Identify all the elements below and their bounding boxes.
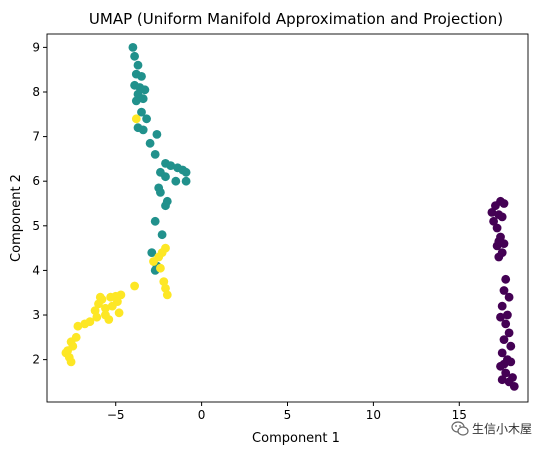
scatter-point-s2-8 bbox=[162, 290, 172, 300]
x-tick-label-0: −5 bbox=[107, 408, 125, 422]
y-tick-label-0: 2 bbox=[32, 353, 40, 367]
scatter-point-s2-0 bbox=[131, 114, 141, 124]
scatter-point-s0-26 bbox=[506, 357, 516, 367]
scatter-point-s2-21 bbox=[104, 315, 114, 324]
scatter-point-s1-7 bbox=[140, 85, 150, 95]
scatter-point-s0-16 bbox=[497, 301, 507, 311]
scatter-point-s0-5 bbox=[489, 216, 498, 226]
scatter-point-s0-21 bbox=[499, 335, 509, 344]
scatter-point-s0-22 bbox=[506, 341, 516, 351]
scatter-point-s2-6 bbox=[159, 277, 169, 286]
scatter-point-s2-9 bbox=[130, 281, 140, 291]
scatter-point-s1-17 bbox=[150, 150, 160, 159]
scatter-point-s0-19 bbox=[501, 319, 511, 329]
scatter-point-s2-17 bbox=[90, 306, 100, 315]
scatter-point-s2-18 bbox=[114, 308, 124, 318]
scatter-point-s0-28 bbox=[501, 368, 511, 378]
scatter-point-s0-14 bbox=[499, 286, 509, 295]
scatter-point-s2-12 bbox=[106, 292, 115, 302]
y-tick-label-7: 9 bbox=[32, 40, 40, 54]
wechat-icon bbox=[451, 421, 469, 436]
scatter-point-s1-22 bbox=[181, 167, 191, 177]
scatter-point-s0-0 bbox=[487, 208, 497, 217]
scatter-point-s0-32 bbox=[504, 377, 514, 387]
scatter-point-s1-2 bbox=[133, 60, 143, 70]
x-tick-label-1: 0 bbox=[198, 408, 206, 422]
scatter-point-s1-19 bbox=[166, 161, 176, 171]
plot-frame bbox=[46, 33, 529, 403]
y-tick-label-5: 7 bbox=[32, 130, 40, 144]
y-tick-label-1: 3 bbox=[32, 308, 40, 322]
scatter-point-s2-33 bbox=[94, 299, 103, 309]
scatter-point-s0-33 bbox=[494, 237, 504, 246]
scatter-point-s1-32 bbox=[157, 230, 167, 240]
scatter-point-s0-17 bbox=[503, 310, 512, 320]
scatter-point-s0-6 bbox=[497, 212, 507, 222]
scatter-point-s0-7 bbox=[492, 223, 502, 233]
scatter-point-s2-16 bbox=[101, 303, 110, 313]
x-axis-label: Component 1 bbox=[252, 431, 340, 446]
scatter-point-s0-18 bbox=[496, 312, 505, 322]
y-tick-label-2: 4 bbox=[32, 263, 40, 277]
scatter-point-s1-33 bbox=[147, 248, 157, 257]
x-tick-label-4: 15 bbox=[452, 408, 467, 422]
scatter-point-s2-4 bbox=[149, 257, 158, 266]
scatter-point-s1-12 bbox=[142, 114, 152, 124]
y-tick-label-4: 6 bbox=[32, 174, 40, 188]
y-axis-ticks: 2 3 4 5 6 7 8 9 bbox=[32, 40, 47, 367]
x-axis-ticks: −5 0 5 10 15 bbox=[107, 402, 467, 422]
scatter-point-s1-11 bbox=[137, 107, 146, 117]
x-tick-label-2: 5 bbox=[284, 408, 292, 422]
scatter-point-s0-15 bbox=[504, 292, 514, 302]
x-tick-label-3: 10 bbox=[366, 408, 381, 422]
scatter-point-s1-1 bbox=[130, 51, 140, 61]
scatter-point-s1-30 bbox=[161, 201, 170, 211]
scatter-point-s0-13 bbox=[501, 274, 511, 284]
scatter-points bbox=[61, 43, 519, 391]
scatter-point-s1-10 bbox=[131, 96, 141, 106]
scatter-point-s2-24 bbox=[73, 321, 83, 331]
y-tick-label-6: 8 bbox=[32, 85, 40, 99]
scatter-point-s2-20 bbox=[92, 312, 102, 322]
scatter-point-s1-25 bbox=[181, 176, 191, 186]
scatter-point-s1-31 bbox=[150, 216, 160, 226]
scatter-point-s1-14 bbox=[138, 125, 148, 135]
scatter-point-s1-26 bbox=[171, 176, 181, 186]
watermark-text: 生信小木屋 bbox=[472, 422, 532, 436]
y-tick-label-3: 5 bbox=[32, 219, 40, 233]
scatter-point-s0-12 bbox=[494, 252, 504, 262]
scatter-point-s0-3 bbox=[499, 199, 509, 208]
scatter-point-s1-0 bbox=[128, 43, 138, 52]
y-axis-label: Component 2 bbox=[9, 174, 24, 262]
watermark: 生信小木屋 bbox=[451, 421, 532, 436]
scatter-point-s1-28 bbox=[156, 188, 165, 197]
scatter-point-s2-32 bbox=[95, 292, 105, 302]
scatter-point-s1-15 bbox=[152, 130, 162, 139]
scatter-point-s1-9 bbox=[138, 94, 148, 104]
scatter-point-s2-31 bbox=[66, 357, 76, 367]
scatter-point-s1-16 bbox=[145, 138, 155, 148]
scatter-point-s1-24 bbox=[161, 172, 170, 182]
scatter-point-s2-15 bbox=[107, 301, 117, 311]
scatter-point-s0-27 bbox=[496, 361, 505, 371]
chart-title: UMAP (Uniform Manifold Approximation and… bbox=[89, 10, 503, 28]
scatter-point-s2-7 bbox=[161, 283, 170, 293]
scatter-point-s0-23 bbox=[497, 348, 507, 358]
scatter-point-s2-23 bbox=[80, 319, 90, 329]
scatter-point-s2-5 bbox=[156, 263, 165, 273]
scatter-point-s0-20 bbox=[504, 328, 514, 338]
scatter-point-s1-4 bbox=[137, 72, 146, 81]
scatter-point-s0-30 bbox=[497, 375, 507, 385]
